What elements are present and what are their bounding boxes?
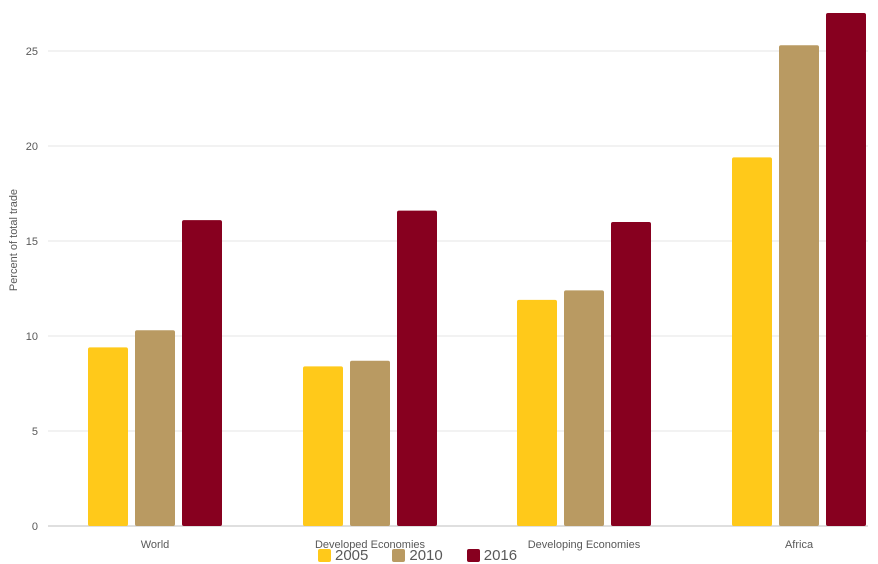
bar-2016-developed-economies — [397, 210, 437, 526]
y-axis-ticks: 0 5 10 15 20 25 — [26, 46, 38, 533]
y-tick-label: 15 — [26, 236, 38, 248]
y-tick-label: 25 — [26, 46, 38, 58]
bar-2005-africa — [732, 157, 772, 526]
legend-swatch-2016 — [466, 548, 480, 562]
y-tick-label: 20 — [26, 141, 38, 153]
legend-item-2010: 2010 — [392, 546, 443, 564]
legend-swatch-2010 — [392, 548, 406, 562]
bar-2016-developing-economies — [611, 222, 651, 526]
legend-label-2010: 2010 — [409, 546, 443, 564]
bar-2010-developing-economies — [564, 290, 604, 526]
bar-2005-developed-economies — [303, 366, 343, 526]
legend-label-2016: 2016 — [483, 546, 518, 564]
bar-2005-developing-economies — [517, 299, 557, 526]
bar-2010-world — [135, 330, 175, 526]
bar-2010-developed-economies — [350, 360, 390, 526]
legend-item-2016: 2016 — [466, 546, 518, 564]
x-category-label: World — [141, 539, 170, 551]
legend-swatch-2005 — [318, 548, 331, 562]
y-tick-label: 10 — [26, 331, 38, 343]
legend-item-2005: 2005 — [318, 547, 368, 564]
x-category-label: Developing Economies — [528, 539, 641, 551]
bar-2010-africa — [779, 45, 819, 527]
x-category-label: Africa — [785, 539, 814, 551]
bar-2016-world — [182, 220, 222, 526]
y-axis-label: Percent of total trade — [8, 189, 20, 291]
y-tick-label: 0 — [32, 521, 38, 533]
legend: 2005 2010 2016 — [318, 546, 517, 564]
bars — [88, 13, 866, 527]
legend-label-2005: 2005 — [335, 546, 369, 564]
x-category-label: Developed Economies — [315, 539, 426, 551]
bar-2005-world — [88, 347, 128, 526]
x-axis-categories: World Developed Economies Developing Econo… — [141, 539, 814, 551]
y-tick-label: 5 — [32, 426, 38, 438]
bar-2016-africa — [826, 13, 866, 526]
